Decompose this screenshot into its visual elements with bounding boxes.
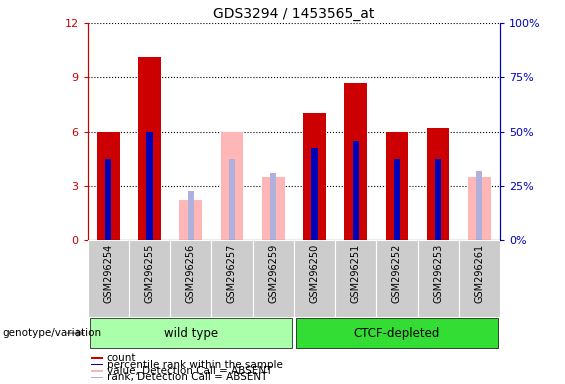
Bar: [270, 173, 276, 240]
Bar: [138, 57, 161, 240]
Text: GSM296251: GSM296251: [351, 244, 360, 303]
Bar: [344, 83, 367, 240]
Bar: [468, 177, 491, 240]
Bar: [91, 364, 103, 365]
Text: GSM296255: GSM296255: [145, 244, 154, 303]
Bar: [353, 141, 359, 240]
Bar: [91, 377, 103, 378]
Text: GSM296252: GSM296252: [392, 244, 402, 303]
Text: GSM296256: GSM296256: [186, 244, 195, 303]
Title: GDS3294 / 1453565_at: GDS3294 / 1453565_at: [213, 7, 375, 21]
Bar: [418, 240, 459, 317]
Text: percentile rank within the sample: percentile rank within the sample: [107, 359, 282, 369]
Bar: [188, 191, 194, 240]
Bar: [90, 318, 292, 348]
Bar: [229, 159, 235, 240]
Bar: [394, 159, 400, 240]
Bar: [476, 171, 483, 240]
Text: count: count: [107, 353, 136, 363]
Bar: [459, 240, 500, 317]
Text: GSM296257: GSM296257: [227, 244, 237, 303]
Bar: [294, 240, 335, 317]
Bar: [211, 240, 253, 317]
Bar: [105, 159, 111, 240]
Bar: [170, 240, 211, 317]
Bar: [303, 113, 326, 240]
Text: GSM296261: GSM296261: [475, 244, 484, 303]
Text: GSM296254: GSM296254: [103, 244, 113, 303]
Text: rank, Detection Call = ABSENT: rank, Detection Call = ABSENT: [107, 372, 267, 382]
Bar: [385, 131, 408, 240]
Bar: [253, 240, 294, 317]
Text: wild type: wild type: [164, 327, 218, 339]
Bar: [91, 370, 103, 372]
Bar: [376, 240, 418, 317]
Text: GSM296259: GSM296259: [268, 244, 278, 303]
Bar: [88, 240, 129, 317]
Text: genotype/variation: genotype/variation: [3, 328, 102, 338]
Bar: [129, 240, 170, 317]
Bar: [262, 177, 285, 240]
Bar: [427, 128, 450, 240]
Bar: [97, 131, 120, 240]
Bar: [335, 240, 376, 317]
Bar: [146, 131, 153, 240]
Bar: [179, 200, 202, 240]
Text: GSM296250: GSM296250: [310, 244, 319, 303]
Bar: [91, 358, 103, 359]
Text: value, Detection Call = ABSENT: value, Detection Call = ABSENT: [107, 366, 272, 376]
Bar: [220, 131, 244, 240]
Bar: [435, 159, 441, 240]
Text: GSM296253: GSM296253: [433, 244, 443, 303]
Bar: [311, 148, 318, 240]
Text: CTCF-depleted: CTCF-depleted: [354, 327, 440, 339]
Bar: [296, 318, 498, 348]
